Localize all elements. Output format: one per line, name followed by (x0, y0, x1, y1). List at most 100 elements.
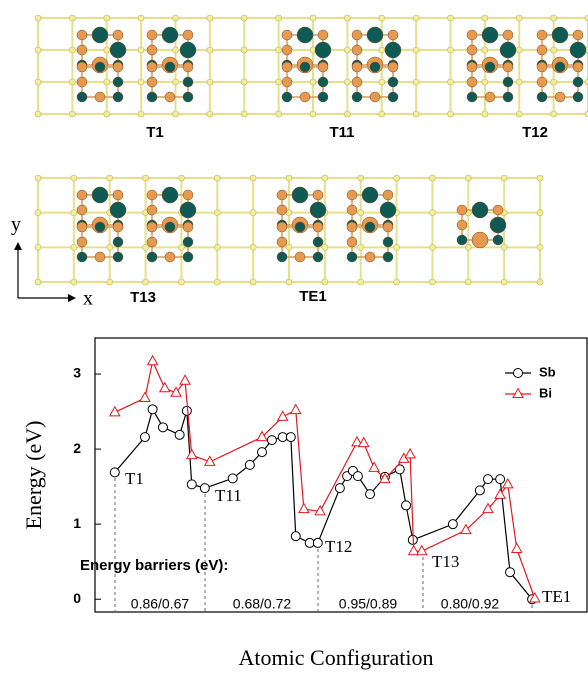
arrow-head (14, 242, 22, 250)
atom (467, 77, 477, 87)
lattice-atom (178, 175, 184, 181)
lattice-atom (107, 244, 113, 250)
lattice-atom (207, 15, 213, 21)
structure-label: T12 (522, 124, 548, 141)
lattice-atom (138, 79, 144, 85)
config-label: T13 (432, 552, 459, 571)
lattice-atom (516, 111, 522, 117)
atom (77, 92, 87, 102)
atom (110, 202, 126, 218)
atom (573, 62, 583, 72)
atom (485, 92, 495, 102)
lattice-atom (379, 47, 385, 53)
marker (160, 383, 170, 392)
atom (162, 27, 178, 43)
arrow-head (68, 294, 76, 302)
lattice-atom (214, 279, 220, 285)
lattice-atom (104, 111, 110, 117)
lattice-atom (138, 111, 144, 117)
lattice-atom (35, 210, 41, 216)
atom (147, 190, 157, 200)
lattice-atom (358, 210, 364, 216)
atom (180, 202, 196, 218)
atom (165, 92, 175, 102)
marker (228, 474, 237, 483)
config-label: TE1 (542, 587, 571, 606)
atom (388, 92, 398, 102)
lattice-atom (358, 279, 364, 285)
atom (113, 222, 123, 232)
lattice-atom (344, 79, 350, 85)
atom (383, 222, 393, 232)
lattice-atom (173, 15, 179, 21)
atom (555, 92, 565, 102)
atom (482, 27, 498, 43)
marker (313, 538, 322, 547)
atom (388, 62, 398, 72)
atom (95, 62, 105, 72)
lattice-atom (501, 175, 507, 181)
marker (200, 484, 209, 493)
lattice-atom (501, 244, 507, 250)
lattice-atom (537, 279, 543, 285)
atom (313, 222, 323, 232)
config-label: T1 (125, 469, 144, 488)
lattice-atom (516, 79, 522, 85)
atom (313, 237, 323, 247)
lattice-atom (107, 279, 113, 285)
lattice-atom (241, 79, 247, 85)
atom (388, 77, 398, 87)
atom (162, 187, 178, 203)
atom (183, 62, 193, 72)
atom (352, 77, 362, 87)
atom (365, 252, 375, 262)
marker (180, 375, 190, 384)
atom (388, 30, 398, 40)
atom (318, 62, 328, 72)
lattice-atom (104, 79, 110, 85)
lattice-atom (173, 47, 179, 53)
atom (457, 205, 467, 215)
lattice-atom (358, 244, 364, 250)
lattice-atom (207, 79, 213, 85)
figure: T1T11T12T13TE1yx 0123Energy (eV)Atomic C… (0, 0, 588, 675)
lattice-atom (429, 244, 435, 250)
lattice-atom (501, 279, 507, 285)
structure-label: T1 (146, 124, 164, 141)
lattice-atom (143, 279, 149, 285)
marker (475, 486, 484, 495)
atom (77, 30, 87, 40)
lattice-atom (413, 47, 419, 53)
lattice-atom (35, 111, 41, 117)
lattice-atom (241, 111, 247, 117)
atom (347, 205, 357, 215)
lattice-atom (448, 15, 454, 21)
atom (318, 77, 328, 87)
atom (113, 30, 123, 40)
marker (402, 501, 411, 510)
lattice-atom (276, 79, 282, 85)
atom (92, 187, 108, 203)
atom (570, 42, 586, 58)
lattice-atom (379, 79, 385, 85)
config-label: T11 (215, 486, 242, 505)
atom (297, 27, 313, 43)
legend-marker (513, 389, 523, 398)
atom (300, 92, 310, 102)
atom (352, 45, 362, 55)
atom (113, 77, 123, 87)
lattice-atom (35, 47, 41, 53)
atom (183, 77, 193, 87)
lattice-atom (35, 175, 41, 181)
atom (147, 30, 157, 40)
atom (493, 205, 503, 215)
lattice-atom (516, 47, 522, 53)
atom (467, 92, 477, 102)
atom (347, 190, 357, 200)
barrier-label: 0.68/0.72 (233, 596, 292, 612)
lattice-atom (322, 279, 328, 285)
marker (175, 430, 184, 439)
marker (110, 468, 119, 477)
atom (183, 252, 193, 262)
atom (165, 62, 175, 72)
